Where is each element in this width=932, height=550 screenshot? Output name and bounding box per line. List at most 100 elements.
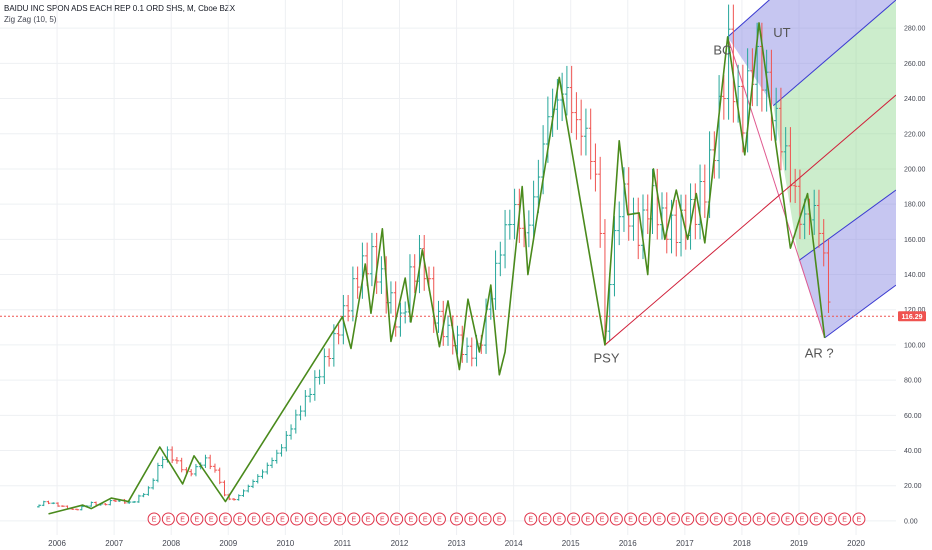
earnings-marker: E (218, 512, 232, 526)
price-bar (355, 266, 360, 299)
pitchfork-zone (773, 0, 896, 261)
price-bar (664, 192, 669, 254)
y-tick-label: 140.00 (904, 272, 926, 279)
price-bar (89, 501, 94, 507)
earnings-label: E (771, 517, 776, 524)
earnings-marker: E (709, 512, 723, 526)
y-tick-label: 200.00 (904, 166, 926, 173)
earnings-marker: E (261, 512, 275, 526)
price-bar (403, 301, 408, 324)
earnings-label: E (657, 517, 662, 524)
price-bar (36, 504, 41, 508)
price-bar (583, 108, 588, 156)
price-bar (146, 486, 151, 496)
earnings-label: E (585, 517, 590, 524)
price-bar (298, 405, 303, 421)
earnings-label: E (728, 517, 733, 524)
earnings-label: E (223, 517, 228, 524)
price-bar (260, 469, 265, 479)
price-bar (446, 315, 450, 346)
earnings-marker: E (738, 512, 752, 526)
x-tick-label: 2010 (276, 539, 294, 548)
price-bar (56, 502, 61, 507)
earnings-badge (695, 512, 709, 526)
price-bar (75, 508, 80, 511)
earnings-marker: E (318, 512, 332, 526)
earnings-marker: E (524, 512, 538, 526)
price-bar (179, 457, 184, 473)
earnings-marker: E (204, 512, 218, 526)
x-tick-label: 2008 (162, 539, 180, 548)
pitchfork-line (798, 189, 896, 261)
earnings-badge (261, 512, 275, 526)
earnings-marker: E (766, 512, 780, 526)
earnings-marker: E (161, 512, 175, 526)
price-bar (826, 239, 831, 313)
price-bar (574, 92, 579, 140)
earnings-badge (161, 512, 175, 526)
y-tick-label: 0.00 (904, 518, 918, 525)
earnings-badge (233, 512, 247, 526)
earnings-badge (681, 512, 695, 526)
price-bar (212, 463, 217, 473)
x-tick-label: 2019 (790, 539, 808, 548)
earnings-marker: E (375, 512, 389, 526)
earnings-marker: E (823, 512, 837, 526)
price-bar (793, 168, 798, 204)
earnings-label: E (742, 517, 747, 524)
price-bar (103, 503, 108, 506)
earnings-label: E (423, 517, 428, 524)
earnings-label: E (166, 517, 171, 524)
earnings-marker: E (538, 512, 552, 526)
price-bar (660, 192, 665, 240)
price-bar (774, 87, 779, 141)
price-bar (284, 431, 289, 452)
price-bar (293, 409, 298, 434)
earnings-badge (478, 512, 492, 526)
pitchfork-line (772, 0, 896, 106)
price-bars (36, 4, 831, 511)
earnings-marker: E (404, 512, 418, 526)
price-bar (698, 164, 703, 240)
pitchfork-zone (798, 190, 896, 338)
earnings-label: E (409, 517, 414, 524)
y-tick-label: 260.00 (904, 61, 926, 68)
earnings-label: E (714, 517, 719, 524)
earnings-label: E (857, 517, 862, 524)
earnings-marker: E (432, 512, 446, 526)
earnings-marker: E (595, 512, 609, 526)
x-tick-label: 2014 (505, 539, 523, 548)
earnings-marker: E (624, 512, 638, 526)
price-bar (436, 300, 441, 333)
price-bar (493, 250, 498, 310)
earnings-badge (723, 512, 737, 526)
earnings-badge (347, 512, 361, 526)
x-tick-label: 2011 (334, 539, 352, 548)
earnings-label: E (209, 517, 214, 524)
y-tick-label: 40.00 (904, 448, 922, 455)
earnings-label: E (437, 517, 442, 524)
earnings-badge (290, 512, 304, 526)
earnings-label: E (237, 517, 242, 524)
price-bar (526, 210, 531, 248)
price-bar (821, 219, 826, 267)
y-tick-label: 160.00 (904, 237, 926, 244)
x-tick-label: 2007 (105, 539, 123, 548)
earnings-label: E (497, 517, 502, 524)
annotation-ar: AR ? (805, 345, 834, 360)
earnings-marker: E (347, 512, 361, 526)
earnings-marker: E (666, 512, 680, 526)
earnings-label: E (671, 517, 676, 524)
chart-title: BAIDU INC SPON ADS EACH REP 0.1 ORD SHS,… (4, 4, 236, 13)
price-bar (155, 462, 160, 483)
price-bar (731, 4, 736, 123)
earnings-marker: E (795, 512, 809, 526)
earnings-label: E (280, 517, 285, 524)
earnings-label: E (180, 517, 185, 524)
earnings-badge (709, 512, 723, 526)
earnings-badge (361, 512, 375, 526)
price-bar (289, 424, 294, 440)
earnings-badge (190, 512, 204, 526)
price-bar (46, 500, 51, 505)
